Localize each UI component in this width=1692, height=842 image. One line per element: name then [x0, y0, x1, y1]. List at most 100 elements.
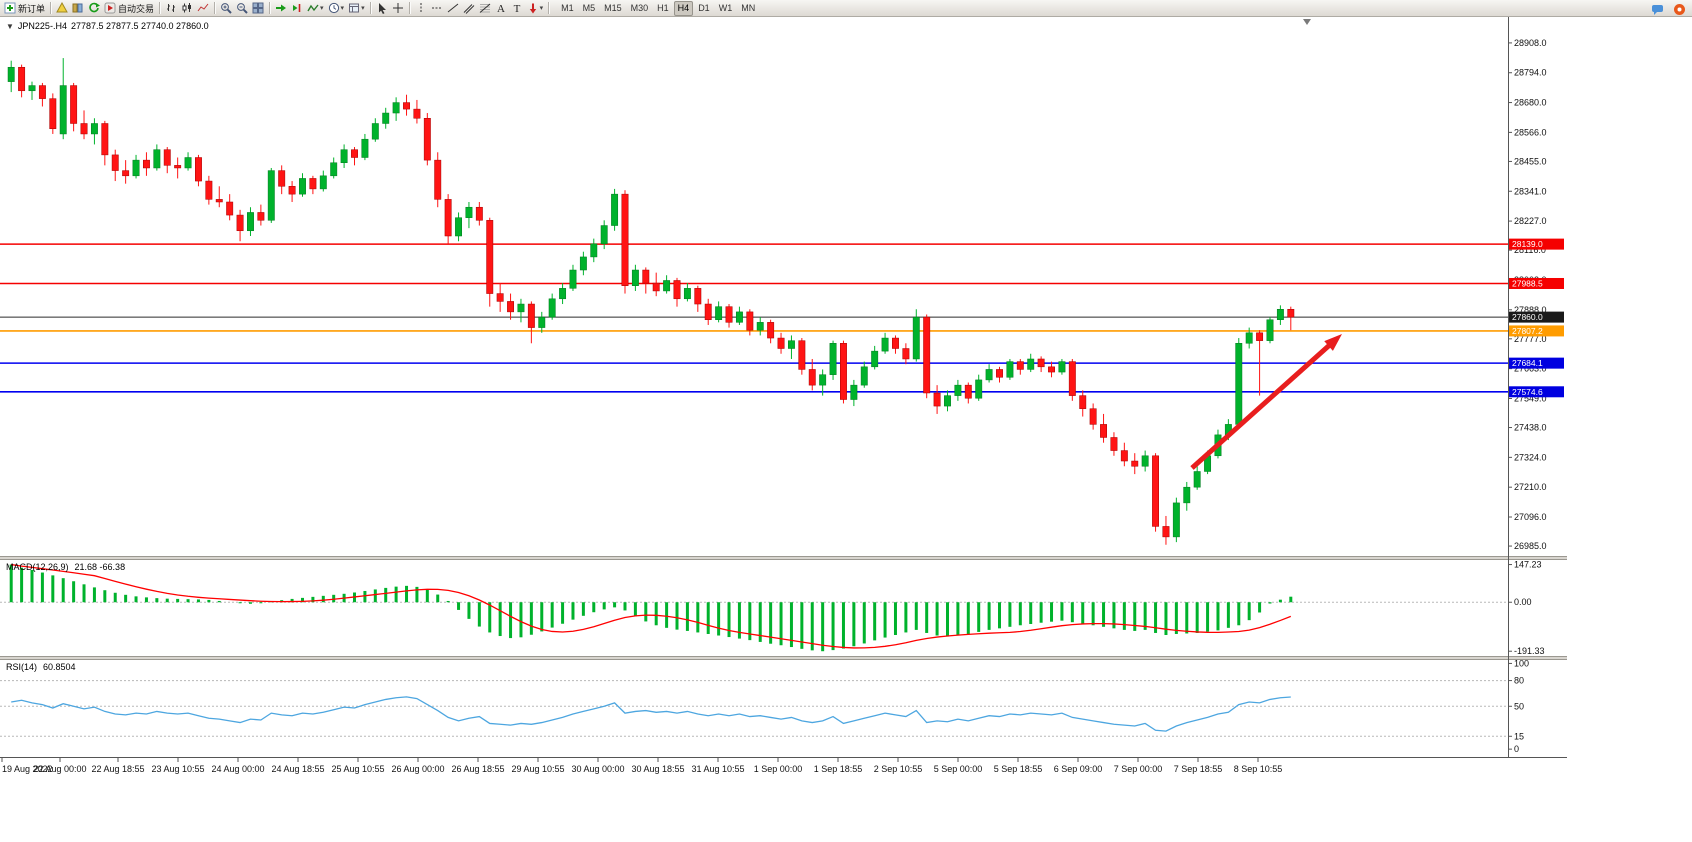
toolbar-separator	[369, 2, 371, 14]
bar-chart-button[interactable]	[163, 1, 179, 16]
arrow-objects-button[interactable]: ▾	[525, 1, 546, 16]
rsi-axis[interactable]: 100 80 50 15 0	[1508, 658, 1529, 754]
templates-icon	[348, 2, 360, 14]
line-chart-icon	[197, 2, 209, 14]
trendline-button[interactable]	[445, 1, 461, 16]
svg-text:A: A	[497, 3, 505, 14]
text-label-button[interactable]: T	[509, 1, 525, 16]
toolbar-separator	[214, 2, 216, 14]
trendline-icon	[447, 2, 459, 14]
macd-indicator-header: MACD(12,26,9) 21.68 -66.38	[6, 562, 125, 572]
zoom-out-icon	[236, 2, 248, 14]
periods-icon	[328, 2, 340, 14]
vertical-line-button[interactable]	[413, 1, 429, 16]
time-axis-label: 31 Aug 10:55	[691, 764, 744, 774]
fibonacci-button[interactable]	[477, 1, 493, 16]
autotrading-button[interactable]: 自动交易	[102, 1, 156, 16]
zoom-in-icon	[220, 2, 232, 14]
trend-arrow[interactable]	[1190, 334, 1342, 470]
price-badge-label: 27807.2	[1512, 326, 1543, 336]
timeframe-button-h4[interactable]: H4	[673, 0, 694, 16]
time-axis-label: 5 Sep 18:55	[994, 764, 1043, 774]
dropdown-caret: ▾	[320, 4, 324, 12]
timeframe-button-d1[interactable]: D1	[698, 2, 710, 13]
time-axis-label: 26 Aug 18:55	[451, 764, 504, 774]
time-axis-label: 26 Aug 00:00	[391, 764, 444, 774]
horizontal-level-lines[interactable]	[0, 243, 1508, 393]
dropdown-caret: ▾	[340, 4, 345, 12]
refresh-icon	[88, 2, 101, 14]
tile-windows-button[interactable]	[250, 1, 266, 16]
toolbar-separator	[408, 2, 410, 14]
candlestick-chart-icon	[181, 2, 193, 14]
timeframe-button-h1[interactable]: H1	[657, 2, 669, 13]
vertical-line-icon	[415, 2, 427, 14]
refresh-button[interactable]	[86, 1, 102, 16]
macd-axis-label: -191.33	[1514, 646, 1545, 656]
price-axis-label: 28455.0	[1514, 156, 1547, 166]
timeframe-button-m1[interactable]: M1	[561, 2, 574, 13]
profiles-button[interactable]	[70, 1, 86, 16]
auto-scroll-button[interactable]	[273, 1, 289, 16]
timeframe-button-m15[interactable]: M15	[604, 2, 622, 13]
horizontal-line-button[interactable]	[429, 1, 445, 16]
zoom-in-button[interactable]	[218, 1, 234, 16]
new-order-button[interactable]: 新订单	[2, 1, 47, 16]
notification-button[interactable]	[1671, 2, 1688, 17]
candlestick-chart-button[interactable]	[179, 1, 195, 16]
rsi-indicator-header: RSI(14) 60.8504	[6, 662, 76, 672]
rsi-line	[11, 696, 1291, 732]
timeframe-button-w1[interactable]: W1	[718, 2, 733, 13]
autotrading-label: 自动交易	[118, 3, 155, 14]
price-axis[interactable]: 28908.0 28794.0 28680.0 28566.0 28455.0 28341…	[1508, 38, 1564, 551]
metaeditor-button[interactable]	[54, 1, 70, 16]
alert-icon	[1673, 3, 1686, 16]
time-axis-label: 5 Sep 00:00	[934, 764, 983, 774]
timeframe-button-m30[interactable]: M30	[630, 2, 649, 13]
one-click-trading-toggle[interactable]: ▼	[6, 21, 14, 31]
indicators-button[interactable]: ▾	[305, 1, 326, 16]
metaeditor-icon	[56, 2, 68, 14]
chart-shift-marker[interactable]	[1303, 19, 1311, 25]
time-axis-label: 29 Aug 10:55	[511, 764, 564, 774]
timeframe-button-m5[interactable]: M5	[582, 2, 596, 13]
timeframe-group: M1 M5 M15 M30 H1 H4 D1 W1 MN	[557, 0, 759, 16]
panel-separators[interactable]	[0, 17, 1567, 758]
text-button[interactable]: A	[493, 1, 509, 16]
chat-icon	[1651, 3, 1664, 16]
cursor-button[interactable]	[374, 1, 390, 16]
timeframe-button-mn[interactable]: MN	[741, 2, 756, 13]
auto-scroll-icon	[275, 2, 287, 14]
community-chat-button[interactable]	[1649, 2, 1666, 17]
zoom-out-button[interactable]	[234, 1, 250, 16]
arrow-objects-icon	[527, 2, 539, 14]
templates-button[interactable]: ▾	[346, 1, 367, 16]
rsi-axis-label: 15	[1514, 731, 1524, 741]
price-badge-label: 28139.0	[1512, 239, 1543, 249]
periods-button[interactable]: ▾	[326, 1, 347, 16]
price-badge-label: 27574.6	[1512, 387, 1543, 397]
macd-axis[interactable]: 147.23 0.00 -191.33	[1508, 560, 1545, 657]
indicators-icon	[307, 2, 319, 14]
time-axis-label: 22 Aug 18:55	[91, 764, 144, 774]
time-axis-label: 8 Sep 10:55	[1234, 764, 1283, 774]
channel-button[interactable]	[461, 1, 477, 16]
price-badge	[1509, 311, 1564, 323]
time-axis-label: 22 Aug 00:00	[33, 764, 86, 774]
chart-symbol-period: JPN225-.H4	[17, 21, 67, 31]
profiles-icon	[72, 2, 84, 14]
crosshair-button[interactable]	[390, 1, 406, 16]
new-order-icon	[4, 2, 16, 14]
price-axis-label: 27663.0	[1514, 364, 1547, 374]
price-axis-label: 27888.0	[1514, 305, 1547, 315]
crosshair-icon	[392, 2, 404, 14]
price-axis-label: 28794.0	[1514, 68, 1547, 78]
price-axis-label: 27210.0	[1514, 482, 1547, 492]
price-axis-label: 28341.0	[1514, 186, 1547, 196]
chart-shift-button[interactable]	[289, 1, 305, 16]
macd-panel	[0, 563, 1508, 652]
line-chart-button[interactable]	[195, 1, 211, 16]
